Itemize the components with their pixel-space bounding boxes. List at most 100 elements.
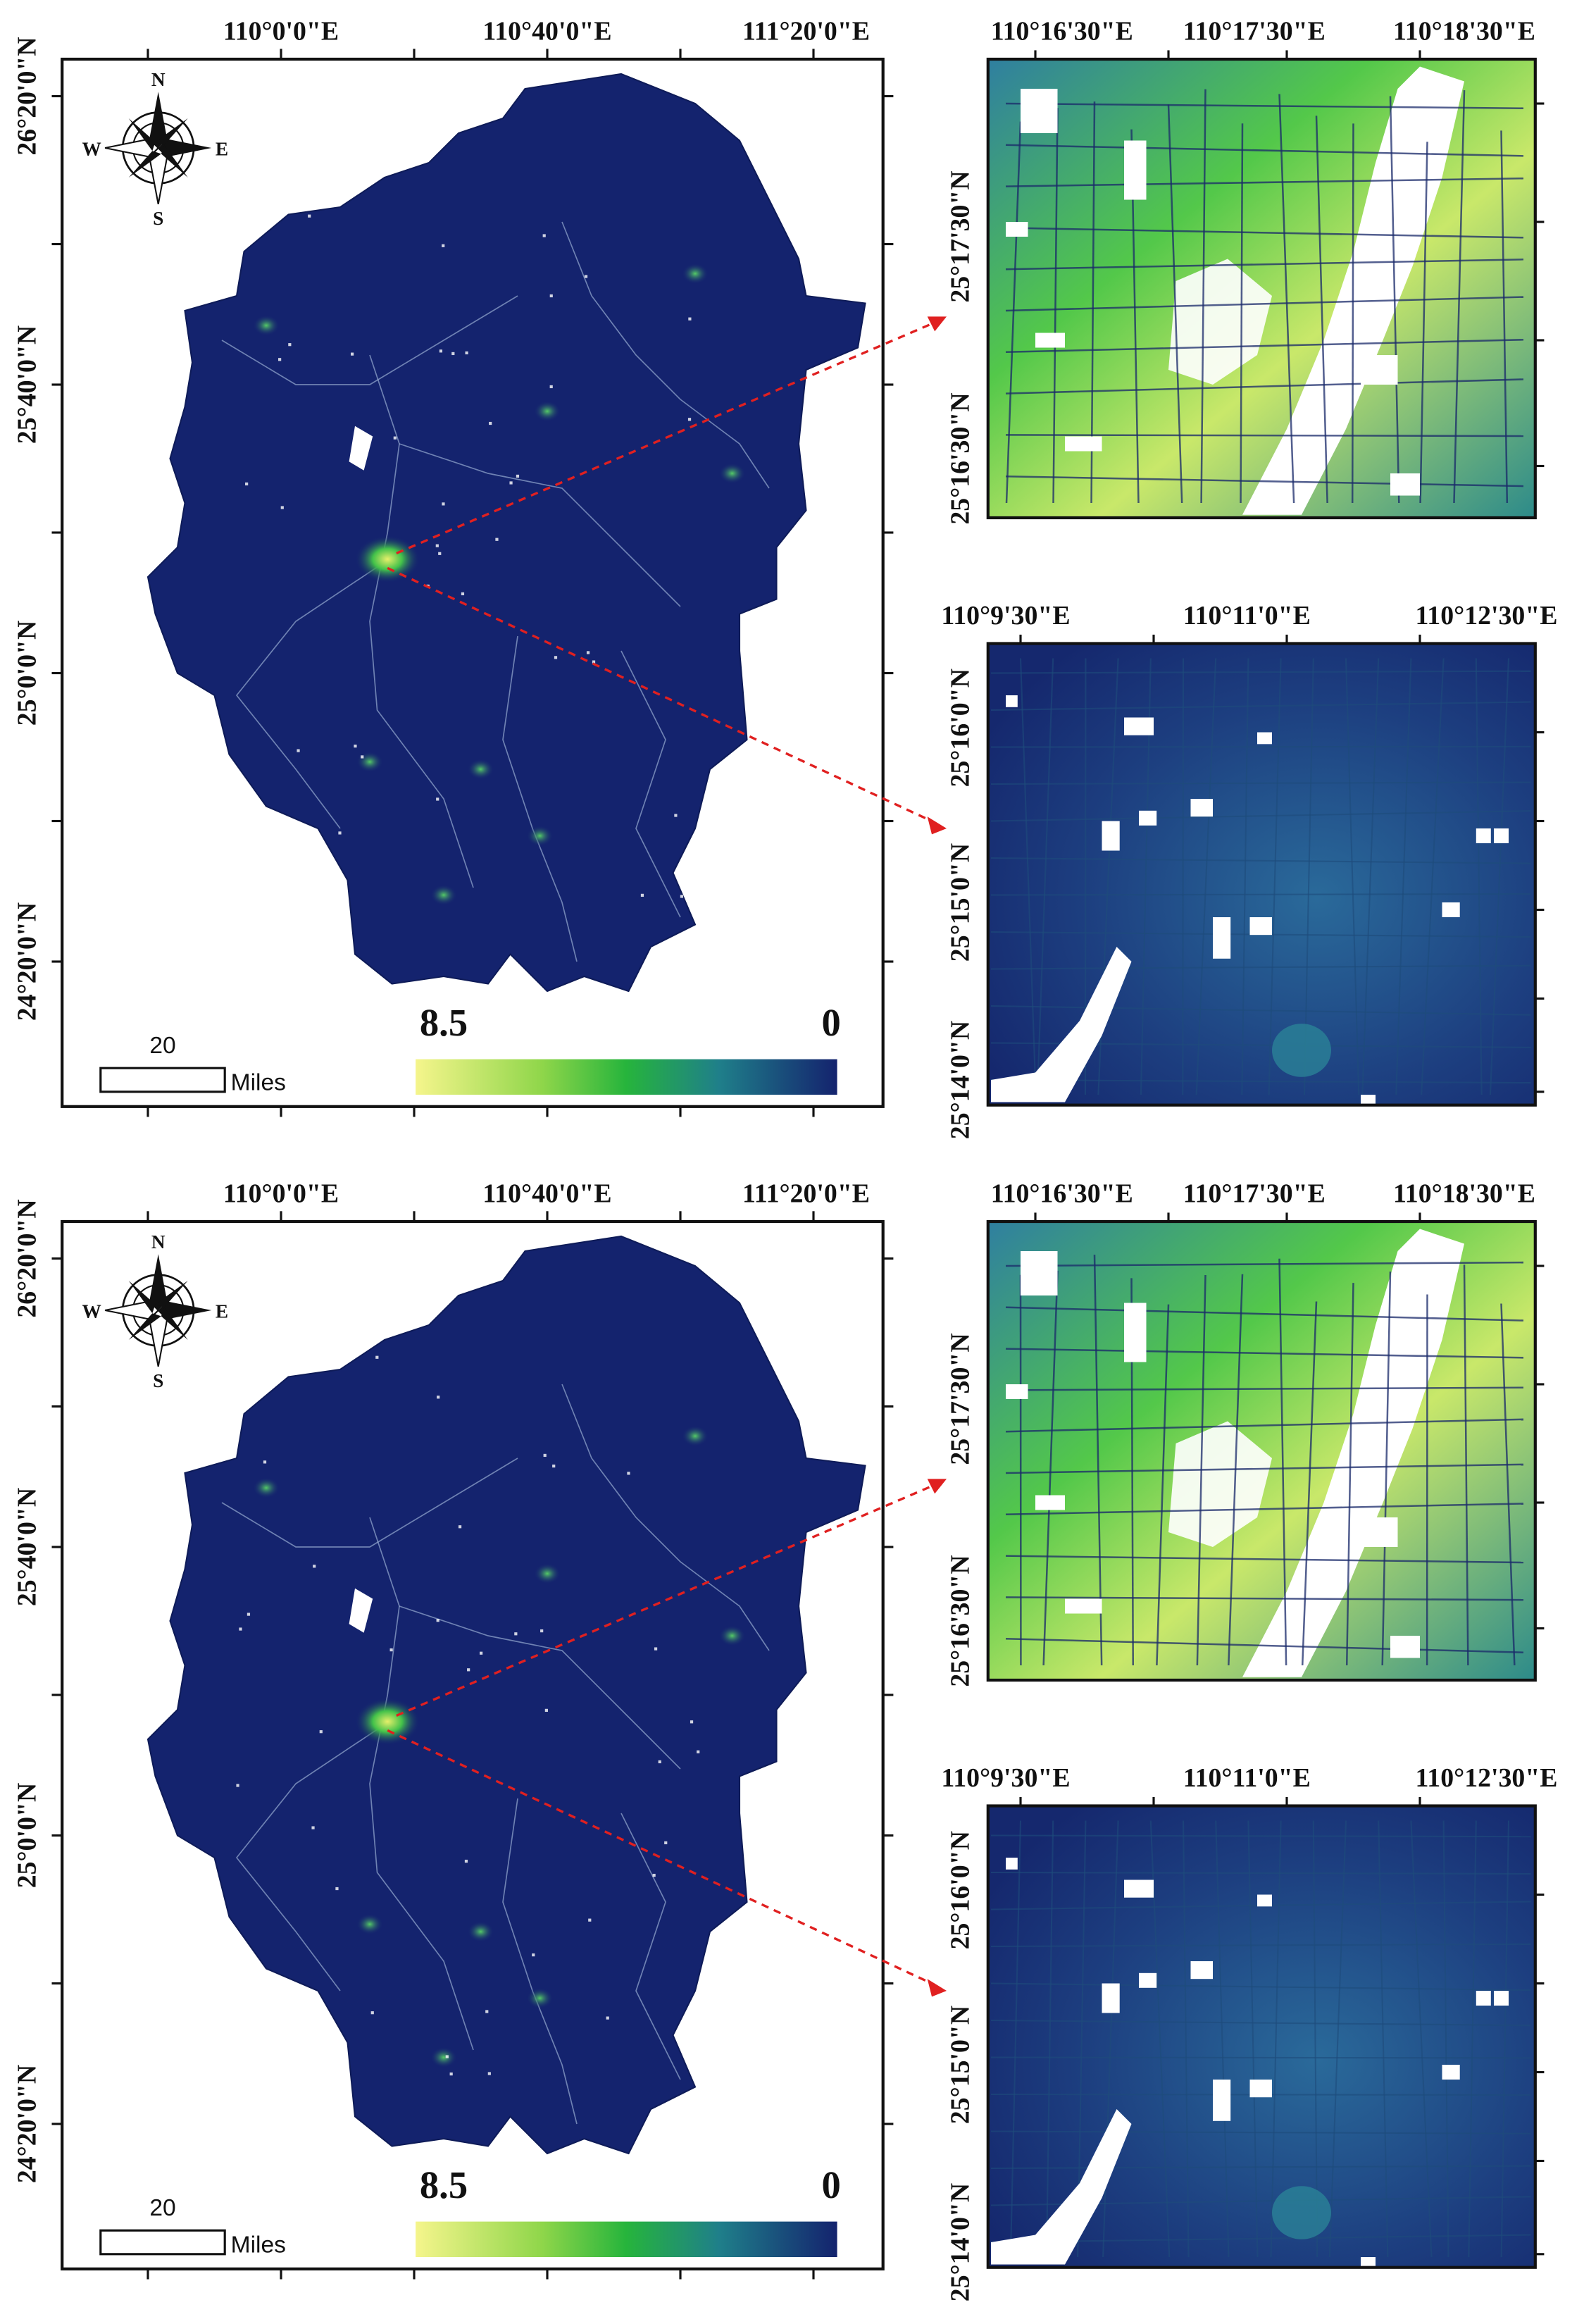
lat-label: 26°20'0"N <box>12 1199 42 1317</box>
road-line <box>990 893 1531 896</box>
road-line <box>1036 658 1054 1095</box>
speckle <box>247 1612 251 1616</box>
river-line <box>620 650 681 918</box>
inset-lon-label: 110°12'30"E <box>1415 601 1557 630</box>
road-line <box>1005 121 1022 504</box>
inset-lon-label: 110°12'30"E <box>1415 1763 1557 1793</box>
inset-lon-label: 110°9'30"E <box>941 1763 1070 1793</box>
nodata-block <box>1390 473 1420 496</box>
speckle <box>263 1460 267 1464</box>
speckle <box>586 651 590 654</box>
inset-lat-label: 25°14'0"N <box>945 1021 975 1139</box>
town-hotspot <box>467 1921 494 1942</box>
speckle <box>451 352 455 356</box>
nodata-block <box>1005 695 1018 707</box>
inset-lon-label: 110°16'30"E <box>991 1179 1133 1209</box>
speckle <box>442 244 445 247</box>
road-line <box>1005 1555 1524 1564</box>
road-line <box>1005 1386 1524 1391</box>
road-line <box>1005 475 1524 487</box>
road-line <box>1005 296 1524 312</box>
speckle <box>437 1396 440 1399</box>
speckle <box>262 1390 266 1393</box>
town-hotspot <box>467 759 494 780</box>
road-line <box>1395 658 1412 1095</box>
speckle <box>389 1648 393 1652</box>
river-line <box>399 1605 681 1770</box>
lon-label: 110°40'0"E <box>482 1179 611 1209</box>
road-line <box>990 2165 1531 2170</box>
road-line <box>1005 1503 1524 1516</box>
compass-w: W <box>82 1301 101 1322</box>
speckle <box>543 1453 547 1458</box>
nodata-block <box>1123 717 1154 735</box>
nodata-block <box>1476 1991 1491 2006</box>
road-line <box>1345 1283 1354 1666</box>
lat-label: 25°0'0"N <box>12 1783 42 1889</box>
inset-1: 110°16'30"E 110°17'30"E 110°18'30"E 25°17'3… <box>945 17 1545 525</box>
road-line <box>1453 90 1466 504</box>
bright-patch <box>1271 2186 1331 2239</box>
inset-lon-label: 110°11'0"E <box>1183 1763 1311 1793</box>
river-line <box>235 1724 385 1991</box>
legend-max: 8.5 <box>420 2163 468 2206</box>
legend-min: 0 <box>822 1001 841 1044</box>
speckle <box>245 482 249 486</box>
compass-w: W <box>82 138 101 159</box>
nodata-block <box>1442 2065 1460 2080</box>
scalebar-unit: Miles <box>231 2232 286 2258</box>
road-line <box>990 670 1531 674</box>
road-line <box>1200 89 1206 504</box>
bright-patch <box>1271 1024 1331 1077</box>
compass-e: E <box>216 138 228 159</box>
road-line <box>990 781 1531 785</box>
inset-lat-label: 25°16'30"N <box>946 1555 975 1686</box>
town-hotspot <box>356 751 383 773</box>
inset-lat-label: 25°14'0"N <box>945 2183 975 2301</box>
nodata-block <box>1360 1094 1376 1104</box>
nodata-block <box>1064 1598 1102 1614</box>
speckle <box>465 351 468 355</box>
nodata-block <box>1212 917 1231 959</box>
scalebar-box <box>99 1067 226 1093</box>
river-line <box>399 443 681 607</box>
town-hotspot <box>253 1477 280 1498</box>
town-hotspot <box>253 315 280 336</box>
speckle <box>438 552 442 555</box>
road-line <box>1005 227 1524 239</box>
town-hotspot <box>718 463 746 484</box>
road-line <box>1195 658 1217 1095</box>
road-line <box>1410 1820 1433 2258</box>
road-line <box>1312 1820 1318 2258</box>
main-map: N S E W 20 Miles 8.5 0 110°0'0"E 110°40'0"E 111°20… <box>12 1179 947 2280</box>
panel-top: N S E W 20 Miles 8.5 0 110°0'0"E 110°40'0"E 111°20… <box>12 17 1557 1139</box>
zoom-arrow-1 <box>396 321 935 554</box>
road-line <box>1301 1301 1318 1666</box>
nodata-block <box>1494 828 1509 843</box>
speckle <box>688 317 692 321</box>
speckle <box>584 275 588 278</box>
road-line <box>1345 658 1360 1095</box>
road-line <box>1005 338 1524 354</box>
road-line <box>1005 1261 1524 1267</box>
speckle <box>439 349 443 353</box>
speckle <box>516 474 520 478</box>
inset-1: 110°16'30"E 110°17'30"E 110°18'30"E 25°17'3… <box>945 1179 1545 1687</box>
road-line <box>1215 1820 1230 2258</box>
nodata-block <box>1005 1384 1028 1399</box>
speckle <box>542 234 546 237</box>
road-line <box>1149 1820 1171 2258</box>
nodata-block <box>1123 1879 1154 1898</box>
road-line <box>1500 1303 1516 1666</box>
road-line <box>990 1943 1531 1948</box>
road-line <box>990 809 1531 822</box>
nodata-block <box>1020 1251 1058 1295</box>
speckle <box>370 2011 374 2015</box>
lat-label: 26°20'0"N <box>12 37 42 155</box>
inset-lat-label: 25°16'0"N <box>946 669 975 787</box>
road-line <box>1475 658 1483 1095</box>
road-line <box>1005 1463 1524 1474</box>
town-hotspot <box>682 263 709 285</box>
town-hotspot <box>430 2046 457 2068</box>
road-line <box>1182 1820 1190 2258</box>
